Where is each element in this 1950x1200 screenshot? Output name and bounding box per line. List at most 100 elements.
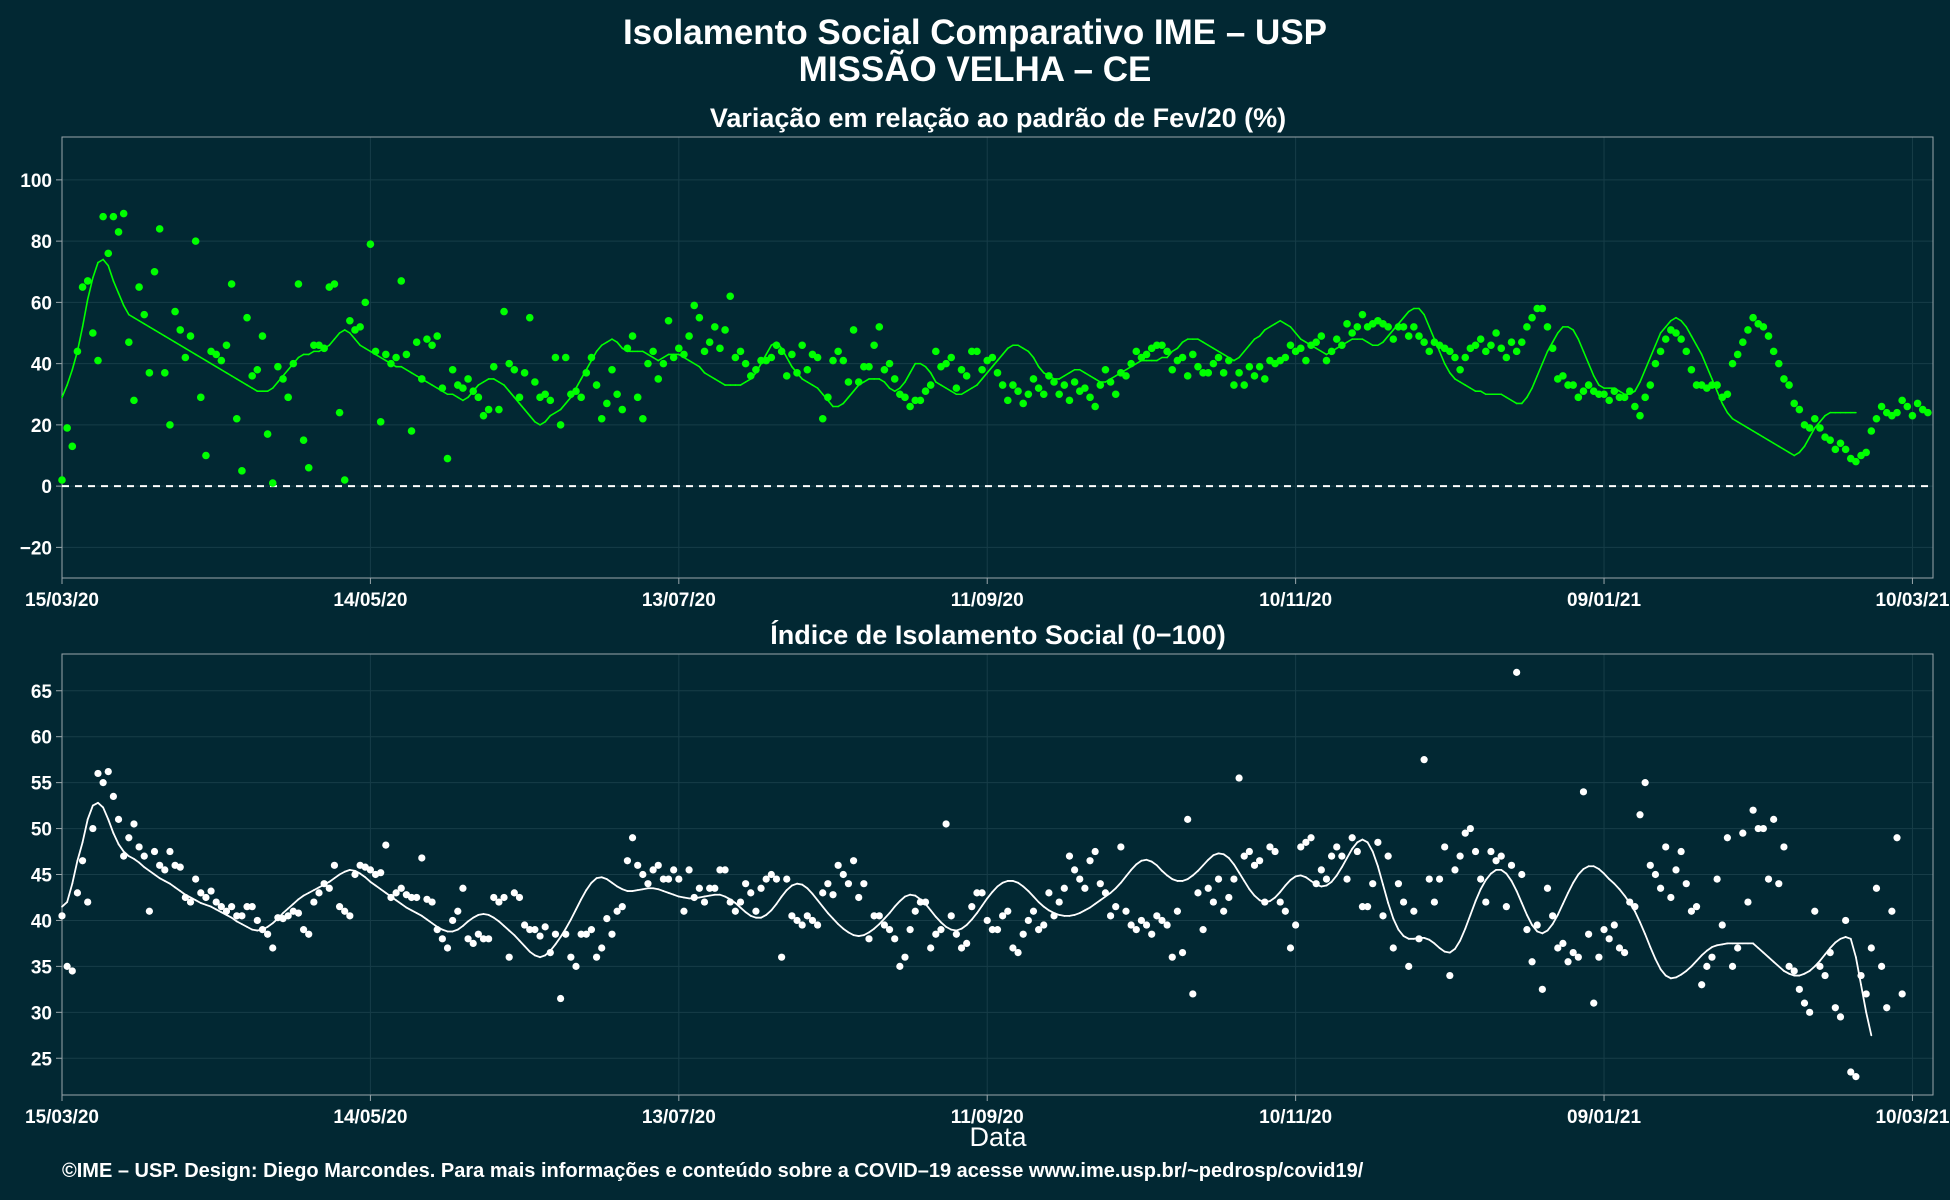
variation-data-point [623, 344, 632, 353]
index-data-point [495, 898, 503, 906]
index-smoothed-segment [1356, 838, 1364, 844]
index-data-point [1245, 847, 1253, 856]
variation-data-point [731, 353, 740, 362]
variation-data-point [582, 369, 591, 377]
index-data-point [1271, 847, 1279, 856]
variation-data-point [1081, 384, 1089, 392]
variation-smoothed-segment [806, 381, 814, 386]
variation-smoothed-segment [523, 408, 531, 417]
variation-data-point [1389, 335, 1398, 343]
variation-data-point [1045, 372, 1053, 380]
index-data-point [1698, 981, 1706, 989]
variation-data-point [232, 414, 241, 423]
index-data-point [1240, 852, 1248, 860]
variation-smoothed-segment [426, 381, 433, 386]
index-smoothed-segment [821, 905, 829, 914]
variation-data-point [531, 378, 539, 386]
index-smoothed-segment [1803, 970, 1811, 975]
variation-smoothed-segment [1520, 396, 1528, 405]
variation-data-point [1600, 390, 1608, 399]
index-smoothed-segment [205, 903, 212, 908]
index-smoothed-segment [765, 909, 773, 916]
variation-data-point [1122, 372, 1130, 380]
index-data-point [932, 930, 940, 938]
index-data-point [1816, 962, 1824, 970]
variation-data-point [1343, 320, 1351, 328]
variation-smoothed-segment [652, 356, 660, 362]
variation-data-point [402, 350, 411, 359]
variation-smoothed-segment [61, 384, 68, 399]
index-data-point [736, 898, 745, 906]
index-data-point [649, 866, 657, 874]
index-smoothed-segment [441, 928, 449, 933]
variation-smoothed-segment [1423, 313, 1431, 328]
index-smoothed-segment [1639, 921, 1647, 936]
index-data-point [1538, 985, 1546, 993]
variation-data-point [1816, 424, 1824, 432]
index-y-tick-label: 25 [31, 1049, 53, 1070]
variation-data-point [1831, 445, 1840, 454]
variation-smoothed-segment [1772, 442, 1780, 448]
variation-data-point [834, 347, 842, 356]
variation-smoothed-segment [107, 264, 115, 282]
variation-smoothed-segment [1500, 393, 1508, 399]
variation-data-point [1764, 332, 1773, 340]
index-smoothed-segment [1562, 891, 1569, 905]
index-data-point [68, 967, 76, 975]
index-smoothed-segment [1299, 874, 1307, 879]
index-y-tick-label: 60 [31, 728, 52, 749]
index-smoothed-segment [1659, 968, 1667, 977]
variation-data-point [1852, 457, 1860, 466]
variation-smoothed-segment [852, 384, 860, 392]
index-smoothed-segment [1577, 868, 1585, 876]
index-data-point [1600, 926, 1608, 934]
variation-smoothed-segment [991, 359, 999, 368]
index-data-point [551, 930, 560, 938]
variation-smoothed-segment [1685, 326, 1693, 337]
variation-data-point [1327, 347, 1336, 356]
index-data-point [937, 926, 945, 934]
variation-smoothed-segment [698, 365, 706, 374]
variation-smoothed-segment [816, 387, 824, 396]
index-smoothed-segment [616, 885, 624, 891]
index-panel: Índice de Isolamento Social (0−100) 15/0… [25, 619, 1950, 1128]
index-data-point [1230, 875, 1238, 883]
variation-data-point [793, 369, 801, 377]
index-smoothed-segment [127, 855, 135, 860]
variation-smoothed-segment [1721, 402, 1729, 414]
variation-x-tick-label: 14/05/20 [333, 590, 407, 611]
index-smoothed-segment [210, 905, 218, 911]
index-data-point [813, 921, 822, 929]
variation-smoothed-segment [1361, 338, 1369, 343]
variation-data-point [1528, 313, 1536, 322]
index-smoothed-segment [1191, 869, 1199, 877]
variation-data-point [320, 344, 328, 353]
index-smoothed-segment [976, 904, 983, 914]
variation-data-point [484, 405, 493, 414]
index-smoothed-segment [163, 880, 171, 885]
variation-data-point [1723, 390, 1732, 399]
index-data-point [1502, 903, 1510, 911]
index-smoothed-segment [868, 927, 876, 934]
index-data-point [299, 926, 308, 934]
index-data-point [1574, 953, 1582, 961]
index-data-point [366, 866, 375, 874]
variation-data-point [500, 307, 508, 316]
index-smoothed-segment [1608, 878, 1616, 885]
variation-smoothed-segment [235, 378, 243, 383]
index-data-point [89, 824, 97, 833]
variation-smoothed-segment [1449, 372, 1456, 380]
variation-data-point [1024, 390, 1033, 399]
index-smoothed-segment [1289, 875, 1297, 881]
variation-smoothed-segment [179, 344, 187, 350]
index-data-point [212, 898, 220, 906]
variation-data-point [1733, 350, 1742, 359]
variation-data-point [926, 381, 935, 389]
index-data-point [135, 843, 143, 851]
variation-smoothed-segment [1464, 384, 1472, 389]
variation-data-point [1086, 393, 1094, 402]
variation-data-point [335, 408, 344, 417]
index-data-point [1091, 847, 1099, 856]
variation-data-point [1872, 414, 1881, 423]
variation-smoothed-segment [431, 384, 439, 389]
